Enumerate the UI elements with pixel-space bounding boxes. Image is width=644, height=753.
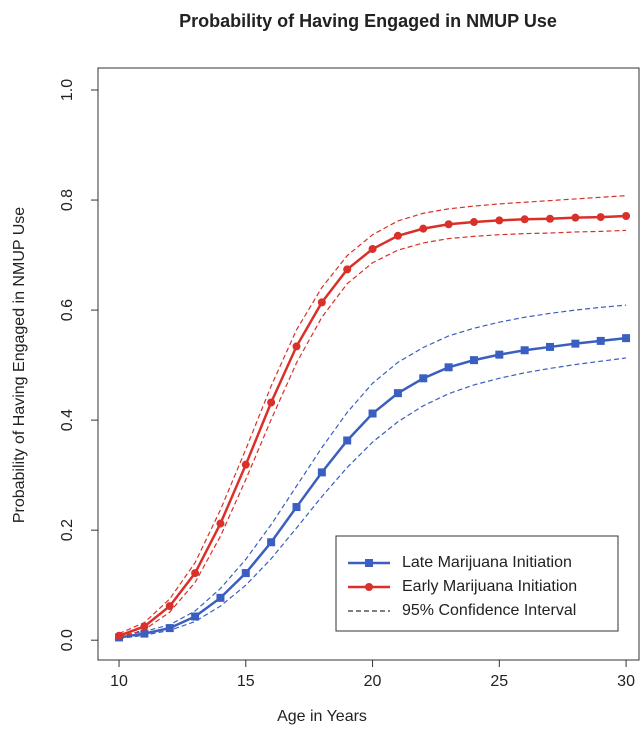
marker xyxy=(241,569,250,578)
y-tick-label: 0.4 xyxy=(59,409,76,431)
marker xyxy=(267,398,276,407)
ci-line xyxy=(118,195,627,635)
marker xyxy=(317,468,326,477)
marker xyxy=(495,350,504,359)
marker xyxy=(596,213,605,222)
marker xyxy=(622,334,631,343)
y-tick-label: 0.6 xyxy=(59,299,76,321)
legend-marker xyxy=(365,583,373,591)
legend-label: Late Marijuana Initiation xyxy=(402,554,572,571)
x-axis-label: Age in Years xyxy=(277,708,367,725)
marker xyxy=(191,569,200,578)
x-tick-label: 15 xyxy=(237,673,255,690)
legend-label: Early Marijuana Initiation xyxy=(402,578,577,595)
marker xyxy=(165,602,174,611)
marker xyxy=(571,339,580,348)
x-tick-label: 20 xyxy=(364,673,382,690)
marker xyxy=(216,593,225,602)
marker xyxy=(368,409,377,418)
marker xyxy=(469,356,478,365)
chart-title: Probability of Having Engaged in NMUP Us… xyxy=(179,11,557,31)
marker xyxy=(419,224,428,233)
y-tick-label: 0.2 xyxy=(59,519,76,541)
marker xyxy=(546,214,555,223)
ci-line xyxy=(118,357,627,640)
marker xyxy=(267,538,276,547)
y-tick-label: 0.8 xyxy=(59,189,76,211)
marker xyxy=(546,342,555,351)
marker xyxy=(292,342,301,351)
marker xyxy=(495,216,504,225)
marker xyxy=(444,220,453,229)
marker xyxy=(571,213,580,222)
ci-line xyxy=(118,304,627,637)
x-tick-label: 30 xyxy=(617,673,635,690)
marker xyxy=(520,346,529,355)
y-tick-label: 0.0 xyxy=(59,629,76,651)
marker xyxy=(444,363,453,372)
marker xyxy=(368,245,377,254)
marker xyxy=(520,215,529,224)
marker xyxy=(165,624,174,633)
marker xyxy=(393,389,402,398)
marker xyxy=(469,218,478,227)
marker xyxy=(140,622,149,631)
y-tick-label: 1.0 xyxy=(59,79,76,101)
marker xyxy=(343,436,352,445)
x-tick-label: 25 xyxy=(490,673,508,690)
marker xyxy=(191,612,200,621)
marker xyxy=(419,374,428,383)
marker xyxy=(596,336,605,345)
marker xyxy=(343,265,352,274)
marker xyxy=(622,212,631,220)
y-axis-label: Probability of Having Engaged in NMUP Us… xyxy=(11,207,28,523)
plot-frame xyxy=(97,67,640,661)
marker xyxy=(292,503,301,512)
legend-label: 95% Confidence Interval xyxy=(402,602,576,619)
x-tick-label: 10 xyxy=(110,673,128,690)
ci-line xyxy=(118,229,627,639)
marker xyxy=(393,231,402,240)
legend-box xyxy=(335,535,619,632)
marker xyxy=(241,460,250,469)
marker xyxy=(140,629,149,638)
marker xyxy=(317,298,326,307)
marker xyxy=(216,519,225,528)
legend-marker xyxy=(365,559,373,567)
marker xyxy=(115,631,124,640)
